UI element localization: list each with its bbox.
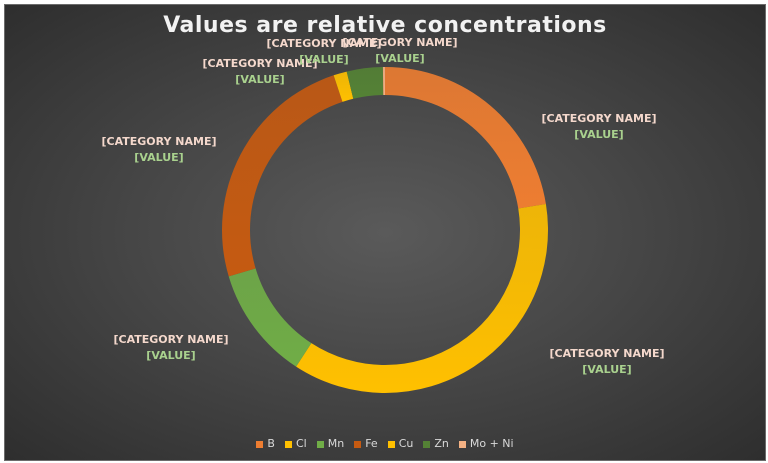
slice-cu <box>333 71 354 102</box>
chart-title: Values are relative concentrations <box>163 13 607 38</box>
legend-label: Zn <box>434 437 449 450</box>
data-label-category: [CATEGORY NAME] <box>541 112 657 125</box>
legend-label: Mn <box>327 437 345 450</box>
data-label-value: [VALUE] <box>574 128 624 141</box>
data-label-category: [CATEGORY NAME] <box>549 347 665 360</box>
legend-item-cl: Cl <box>284 437 307 450</box>
data-label-value: [VALUE] <box>375 52 425 65</box>
legend-swatch <box>458 440 466 448</box>
chart-area: Values are relative concentrations [CATE… <box>4 4 766 461</box>
legend-item-b: B <box>256 437 275 450</box>
slice-cl <box>296 203 548 394</box>
data-label-mn: [CATEGORY NAME] [VALUE] <box>113 332 228 364</box>
legend-label: Cu <box>398 437 414 450</box>
data-label-category: [CATEGORY NAME] <box>101 135 217 148</box>
legend-label: Mo + Ni <box>469 437 514 450</box>
legend-swatch <box>256 440 264 448</box>
data-label-category: [CATEGORY NAME] <box>113 333 229 346</box>
legend-item-mo-ni: Mo + Ni <box>458 437 514 450</box>
slice-b <box>385 67 546 209</box>
legend-label: Cl <box>295 437 307 450</box>
data-label-value: [VALUE] <box>235 73 285 86</box>
data-label-fe: [CATEGORY NAME] [VALUE] <box>101 134 216 166</box>
data-label-cu: [CATEGORY NAME] [VALUE] <box>202 56 317 88</box>
legend-label: Fe <box>365 437 378 450</box>
data-label-category: [CATEGORY NAME] <box>266 37 382 50</box>
legend-item-mn: Mn <box>316 437 345 450</box>
donut-chart <box>221 67 548 394</box>
data-label-value: [VALUE] <box>582 363 632 376</box>
data-label-value: [VALUE] <box>134 151 184 164</box>
slice-zn <box>346 67 384 99</box>
legend-label: B <box>267 437 275 450</box>
legend-swatch <box>316 440 324 448</box>
legend-swatch <box>423 440 431 448</box>
data-label-category: [CATEGORY NAME] <box>342 36 458 49</box>
legend-swatch <box>387 440 395 448</box>
legend-swatch <box>354 440 362 448</box>
slice-mn <box>228 268 312 367</box>
data-label-cl: [CATEGORY NAME] [VALUE] <box>549 346 664 378</box>
data-label-mo-ni: [CATEGORY NAME] [VALUE] <box>342 35 457 67</box>
legend-swatch <box>284 440 292 448</box>
slice-fe <box>221 75 343 277</box>
slice-mo-ni <box>382 67 385 96</box>
legend-item-fe: Fe <box>354 437 378 450</box>
data-label-zn: [CATEGORY NAME] [VALUE] <box>266 36 381 68</box>
legend: B Cl Mn Fe Cu Zn Mo + Ni <box>5 437 765 450</box>
data-label-value: [VALUE] <box>299 53 349 66</box>
data-label-value: [VALUE] <box>146 349 196 362</box>
data-label-b: [CATEGORY NAME] [VALUE] <box>541 111 656 143</box>
legend-item-zn: Zn <box>423 437 449 450</box>
legend-item-cu: Cu <box>387 437 414 450</box>
data-label-category: [CATEGORY NAME] <box>202 57 318 70</box>
